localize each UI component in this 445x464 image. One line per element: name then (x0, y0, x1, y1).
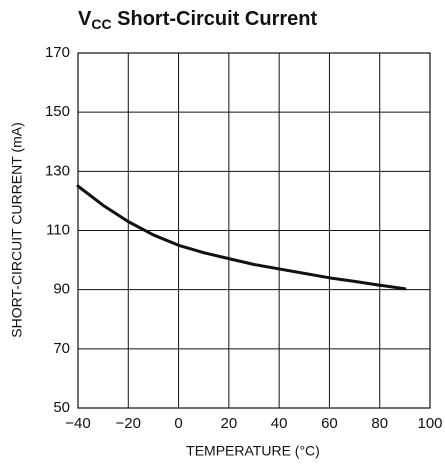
data-line (76, 184, 407, 291)
y-tick-label: 170 (45, 44, 70, 61)
y-axis-label: SHORT-CIRCUIT CURRENT (mA) (9, 122, 25, 337)
y-tick-label: 90 (53, 281, 70, 298)
plot-frame (77, 52, 431, 409)
y-tick-label: 130 (45, 162, 70, 179)
x-tick-label: −40 (65, 415, 90, 432)
y-tick-label: 110 (46, 221, 70, 238)
x-tick-label: 40 (271, 415, 288, 432)
y-tick-label: 70 (53, 340, 70, 357)
x-axis-label: TEMPERATURE (°C) (186, 443, 320, 459)
title-part: V (78, 8, 92, 30)
x-tick-label: 80 (371, 415, 388, 432)
x-tick-label: 0 (174, 415, 182, 432)
title-part: Short-Circuit Current (112, 8, 318, 30)
x-tick-label: 60 (321, 415, 338, 432)
y-tick-label: 150 (45, 103, 70, 120)
x-tick-label: 100 (417, 415, 442, 432)
chart-title: VCC Short-Circuit Current (78, 8, 317, 31)
y-tick-label: 50 (53, 399, 70, 416)
title-subscript: CC (91, 16, 111, 32)
x-tick-label: −20 (116, 415, 141, 432)
x-tick-label: 20 (221, 415, 238, 432)
